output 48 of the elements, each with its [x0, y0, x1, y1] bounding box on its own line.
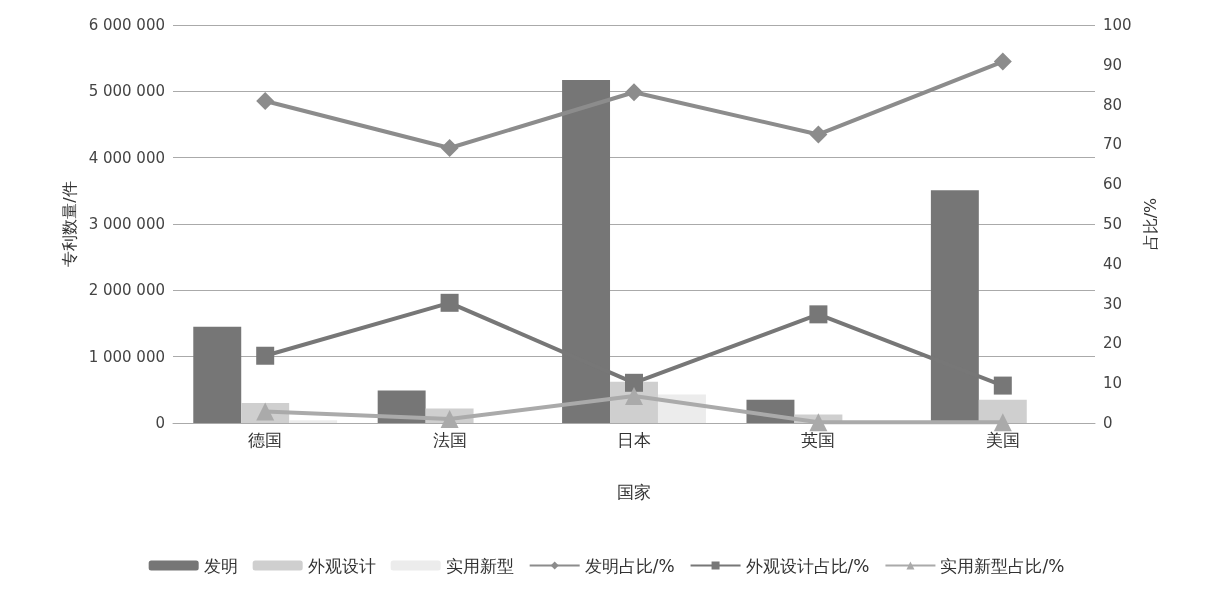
y-axis-title: 专利数量/件: [60, 181, 80, 267]
x-tick-label: 日本: [617, 429, 651, 450]
y2-tick-label: 50: [1103, 215, 1123, 233]
y2-tick-label: 0: [1103, 414, 1113, 432]
y-tick-label: 4 000 000: [88, 148, 165, 167]
legend-label: 实用新型: [445, 555, 514, 576]
point: [809, 413, 828, 432]
y2-tick-label: 70: [1103, 135, 1123, 154]
y-tick-label: 3 000 000: [88, 215, 165, 233]
y2-tick-label: 20: [1103, 334, 1123, 353]
point: [625, 373, 643, 392]
y-tick-label: 5 000 000: [88, 82, 165, 101]
point: [440, 293, 459, 312]
x-axis-title: 国家: [617, 481, 651, 502]
point: [256, 346, 275, 365]
bar: [193, 326, 242, 423]
y2-tick-label: 10: [1103, 374, 1123, 393]
y2-tick-label: 80: [1103, 95, 1123, 114]
point: [993, 413, 1012, 432]
legend-label: 发明占比/%: [584, 555, 675, 576]
x-tick-label: 德国: [248, 429, 283, 450]
bar: [978, 399, 1027, 423]
y2-tick-label: 40: [1103, 254, 1123, 273]
legend-label: 发明: [203, 555, 238, 576]
x-tick-label: 英国: [801, 429, 836, 450]
legend-label: 实用新型占比/%: [940, 555, 1065, 576]
point: [440, 138, 459, 157]
point: [993, 376, 1012, 395]
y-tick-label: 2 000 000: [88, 281, 165, 300]
legend-label: 外观设计: [307, 555, 376, 576]
point: [993, 52, 1012, 71]
point: [440, 410, 459, 429]
y2-tick-label: 100: [1103, 16, 1132, 34]
y-tick-label: 1 000 000: [88, 347, 165, 366]
y2-axis-title: 占比/%: [1141, 197, 1161, 251]
point: [809, 125, 828, 144]
bar: [289, 420, 338, 423]
y-tick-label: 6 000 000: [88, 16, 165, 34]
x-tick-label: 美国: [985, 429, 1020, 450]
point: [256, 92, 275, 111]
y2-tick-label: 30: [1103, 294, 1123, 313]
y2-tick-label: 60: [1103, 175, 1123, 194]
legend-label: 外观设计占比/%: [745, 555, 870, 576]
y2-tick-label: 90: [1103, 55, 1123, 74]
point: [809, 305, 828, 324]
x-tick-label: 法国: [432, 429, 467, 450]
point: [625, 83, 643, 102]
y-tick-label: 0: [155, 414, 165, 432]
